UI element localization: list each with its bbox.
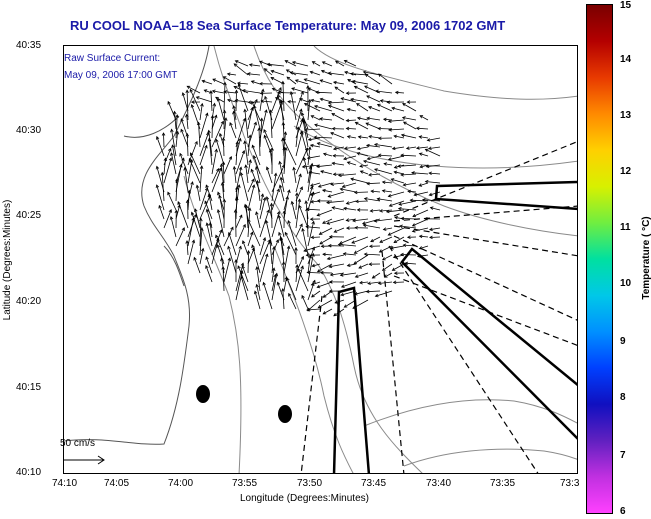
colorbar-tick: 12 bbox=[620, 166, 632, 177]
current-vectors bbox=[155, 59, 441, 317]
x-tick-label: 73:35 bbox=[490, 478, 516, 489]
colorbar-tick: 14 bbox=[620, 54, 632, 65]
coastline bbox=[64, 46, 210, 445]
map-title: RU COOL NOAA–18 Sea Surface Temperature:… bbox=[70, 18, 506, 33]
colorbar-tick: 7 bbox=[620, 450, 626, 461]
colorbar-tick: 6 bbox=[620, 506, 626, 517]
station-marker-1 bbox=[196, 385, 210, 403]
station-marker-2 bbox=[278, 405, 292, 423]
y-tick-label: 40:15 bbox=[16, 382, 42, 393]
transit-lanes bbox=[332, 180, 577, 473]
bathymetry-contours bbox=[183, 46, 577, 473]
x-tick-label: 74:00 bbox=[168, 478, 194, 489]
y-tick-label: 40:10 bbox=[16, 467, 42, 478]
y-tick-label: 40:30 bbox=[16, 125, 42, 136]
map-svg bbox=[64, 46, 577, 473]
overlay-line-1: Raw Surface Current: bbox=[64, 53, 161, 64]
x-tick-label: 74:10 bbox=[52, 478, 78, 489]
colorbar-tick: 9 bbox=[620, 336, 626, 347]
map-plot-area bbox=[63, 45, 578, 474]
y-tick-label: 40:25 bbox=[16, 210, 42, 221]
y-tick-label: 40:20 bbox=[16, 296, 42, 307]
colorbar-tick: 11 bbox=[620, 222, 631, 233]
temperature-colorbar bbox=[586, 4, 613, 514]
colorbar-tick: 8 bbox=[620, 392, 626, 403]
y-axis-label: Latitude (Degrees:Minutes) bbox=[2, 199, 13, 321]
x-axis-label: Longitude (Degrees:Minutes) bbox=[240, 493, 369, 504]
x-tick-label: 74:05 bbox=[104, 478, 130, 489]
dashed-boundaries bbox=[300, 141, 577, 473]
x-tick-label: 73:3 bbox=[560, 478, 580, 489]
x-tick-label: 73:55 bbox=[232, 478, 258, 489]
x-tick-label: 73:40 bbox=[426, 478, 452, 489]
overlay-line-2: May 09, 2006 17:00 GMT bbox=[64, 70, 178, 81]
x-tick-label: 73:50 bbox=[297, 478, 323, 489]
scale-arrow bbox=[64, 455, 105, 465]
y-tick-label: 40:35 bbox=[16, 40, 42, 51]
scale-arrow-label: 50 cm/s bbox=[60, 438, 96, 449]
x-tick-label: 73:45 bbox=[361, 478, 387, 489]
colorbar-tick: 10 bbox=[620, 278, 632, 289]
colorbar-tick: 15 bbox=[620, 0, 632, 11]
colorbar-label: Temperature ( °C) bbox=[641, 216, 651, 300]
colorbar-tick: 13 bbox=[620, 110, 632, 121]
